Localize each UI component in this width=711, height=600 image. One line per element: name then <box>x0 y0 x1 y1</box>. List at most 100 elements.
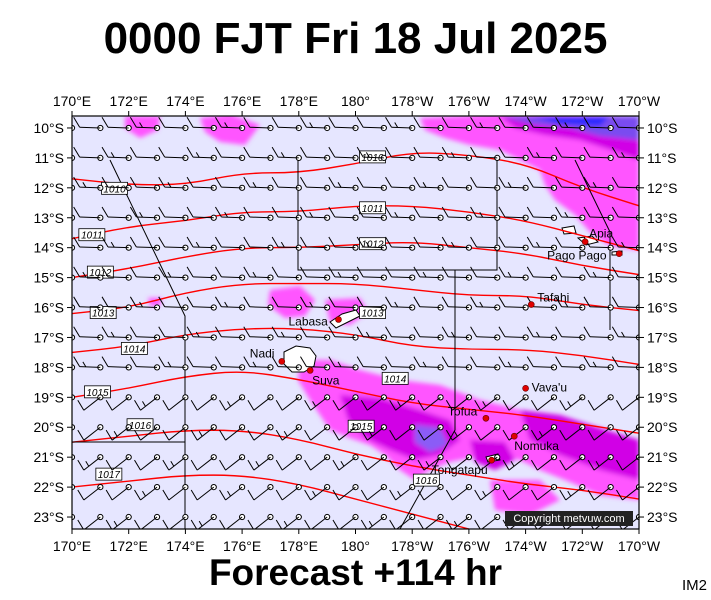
wind-barb <box>162 513 189 529</box>
wind-feather <box>470 236 477 248</box>
wind-feather <box>360 399 368 411</box>
wind-feather <box>304 399 312 411</box>
wind-barb <box>616 394 639 411</box>
wind-shaft <box>164 276 186 279</box>
wind-feather <box>129 116 137 128</box>
wind-feather <box>616 489 623 501</box>
wind-shaft <box>249 126 271 129</box>
wind-shaft <box>561 156 583 159</box>
wind-barb <box>162 484 189 501</box>
wind-shaft <box>193 276 214 279</box>
lat-label: 11°S <box>647 150 676 166</box>
wind-feather <box>198 431 203 437</box>
wind-barb <box>498 146 529 161</box>
wind-barb <box>101 236 132 251</box>
wind-feather <box>85 460 90 467</box>
wind-feather <box>413 206 421 218</box>
boundary-line <box>574 159 611 330</box>
wind-shaft <box>622 486 639 501</box>
wind-feather <box>186 326 194 337</box>
wind-barb <box>77 513 104 529</box>
wind-feather <box>337 271 342 278</box>
wind-barb <box>498 116 529 132</box>
wind-feather <box>243 326 251 337</box>
wind-shaft <box>338 396 356 411</box>
wind-shaft <box>366 426 385 441</box>
wind-barb <box>105 484 132 501</box>
wind-shaft <box>249 336 271 338</box>
wind-shaft <box>476 306 498 309</box>
wind-feather <box>271 116 279 128</box>
wind-shaft <box>622 396 639 411</box>
wind-shaft <box>452 516 470 529</box>
wind-shaft <box>164 306 186 309</box>
wind-shaft <box>561 366 583 368</box>
wind-feather <box>105 459 113 471</box>
wind-feather <box>616 429 623 441</box>
wind-shaft <box>193 126 214 129</box>
wind-shaft <box>334 216 356 219</box>
wind-shaft <box>448 186 469 189</box>
wind-barb <box>611 146 639 161</box>
wind-barb <box>611 236 639 251</box>
wind-shaft <box>281 486 300 501</box>
wind-shaft <box>108 216 129 219</box>
wind-barb <box>300 206 331 221</box>
wind-feather <box>470 356 477 367</box>
wind-barb <box>271 356 302 371</box>
wind-barb <box>611 356 639 371</box>
wind-feather <box>328 146 336 158</box>
wind-barb <box>332 394 359 411</box>
wind-shaft <box>278 276 299 279</box>
wind-barb <box>417 484 444 501</box>
wind-feather <box>247 429 255 441</box>
wind-shaft <box>197 516 215 529</box>
wind-shaft <box>339 516 356 529</box>
wind-barb <box>583 296 614 311</box>
wind-barb <box>186 146 217 161</box>
wind-barb <box>385 176 416 191</box>
wind-barb <box>470 326 501 341</box>
lat-label: 17°S <box>33 329 64 345</box>
wind-barb <box>271 266 302 281</box>
lat-label: 20°S <box>647 419 678 435</box>
wind-feather <box>595 460 600 467</box>
wind-feather <box>113 520 118 527</box>
isobar-label-text: 1016 <box>415 476 438 487</box>
wind-shaft <box>196 486 215 501</box>
wind-feather <box>129 296 137 308</box>
lon-label: 180° <box>341 538 370 554</box>
lat-label: 17°S <box>647 329 678 345</box>
wind-shaft <box>193 156 214 159</box>
wind-feather <box>583 146 591 158</box>
place-markers: Apia Pago Pago Tafahi Labasa Nadi Suva Vava'u T… <box>250 227 623 477</box>
lon-label: 178°W <box>391 538 434 554</box>
wind-shaft <box>221 306 243 309</box>
wind-feather <box>82 361 87 368</box>
wind-barb <box>134 513 161 529</box>
wind-feather <box>73 266 81 278</box>
wind-feather <box>502 429 510 441</box>
wind-feather <box>555 176 563 188</box>
wind-shaft <box>108 186 129 189</box>
wind-feather <box>271 266 279 278</box>
place-apia: Apia <box>581 227 613 245</box>
wind-shaft <box>136 186 158 189</box>
wind-shaft <box>253 486 271 501</box>
wind-barb <box>498 356 529 371</box>
wind-barb <box>530 424 558 441</box>
wind-shaft <box>452 396 470 411</box>
top-longitude-labels: 170°E 172°E 174°E 176°E 178°E 180° 178°W 176°W 1… <box>53 93 661 109</box>
wind-shaft <box>622 456 639 471</box>
isobar-label-box <box>120 342 148 355</box>
lat-label: 14°S <box>33 240 64 256</box>
wind-feather <box>219 519 226 529</box>
wind-shaft <box>278 156 299 159</box>
wind-feather <box>365 331 370 338</box>
wind-barb <box>162 394 189 411</box>
wind-feather <box>271 206 279 218</box>
wind-shaft <box>366 456 385 471</box>
wind-feather <box>328 296 336 308</box>
wind-barb <box>328 326 359 341</box>
isobar-1017 <box>72 474 470 529</box>
